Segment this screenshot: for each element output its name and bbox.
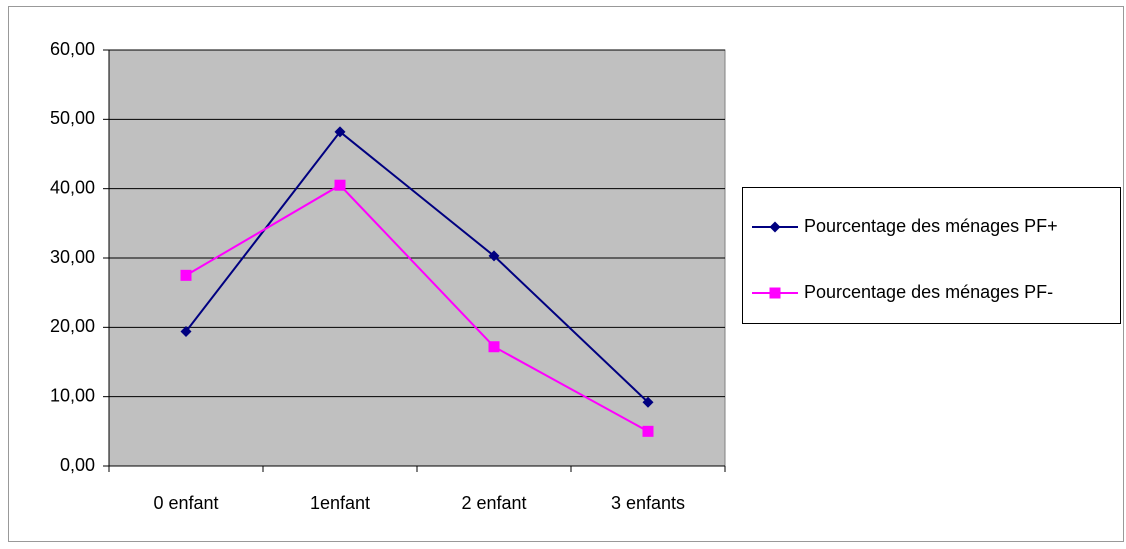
plot-area xyxy=(103,49,726,472)
y-tick-label: 50,00 xyxy=(50,108,95,128)
marker xyxy=(769,221,781,233)
legend: Pourcentage des ménages PF+ Pourcentage d… xyxy=(742,187,1121,324)
x-tick-label: 0 enfant xyxy=(153,493,218,513)
marker xyxy=(180,269,192,281)
legend-label: Pourcentage des ménages PF- xyxy=(804,282,1053,302)
y-tick-label: 0,00 xyxy=(60,455,95,475)
series-line xyxy=(185,130,649,403)
y-tick-label: 30,00 xyxy=(50,247,95,267)
marker xyxy=(180,325,192,337)
x-tick-label: 2 enfant xyxy=(461,493,526,513)
x-tick-label: 1enfant xyxy=(310,493,370,513)
marker xyxy=(334,179,346,191)
legend-label: Pourcentage des ménages PF+ xyxy=(804,216,1058,236)
x-tick-label: 3 enfants xyxy=(611,493,685,513)
marker xyxy=(769,287,781,299)
marker xyxy=(488,250,500,262)
marker xyxy=(334,126,346,138)
y-tick-label: 40,00 xyxy=(50,177,95,197)
marker xyxy=(488,341,500,353)
chart-frame xyxy=(8,6,1124,542)
y-tick-label: 20,00 xyxy=(50,316,95,336)
series-line xyxy=(185,183,649,433)
y-tick-label: 60,00 xyxy=(50,39,95,59)
legend-box xyxy=(742,187,1121,324)
marker xyxy=(642,425,654,437)
y-tick-label: 10,00 xyxy=(50,385,95,405)
marker xyxy=(642,396,654,408)
